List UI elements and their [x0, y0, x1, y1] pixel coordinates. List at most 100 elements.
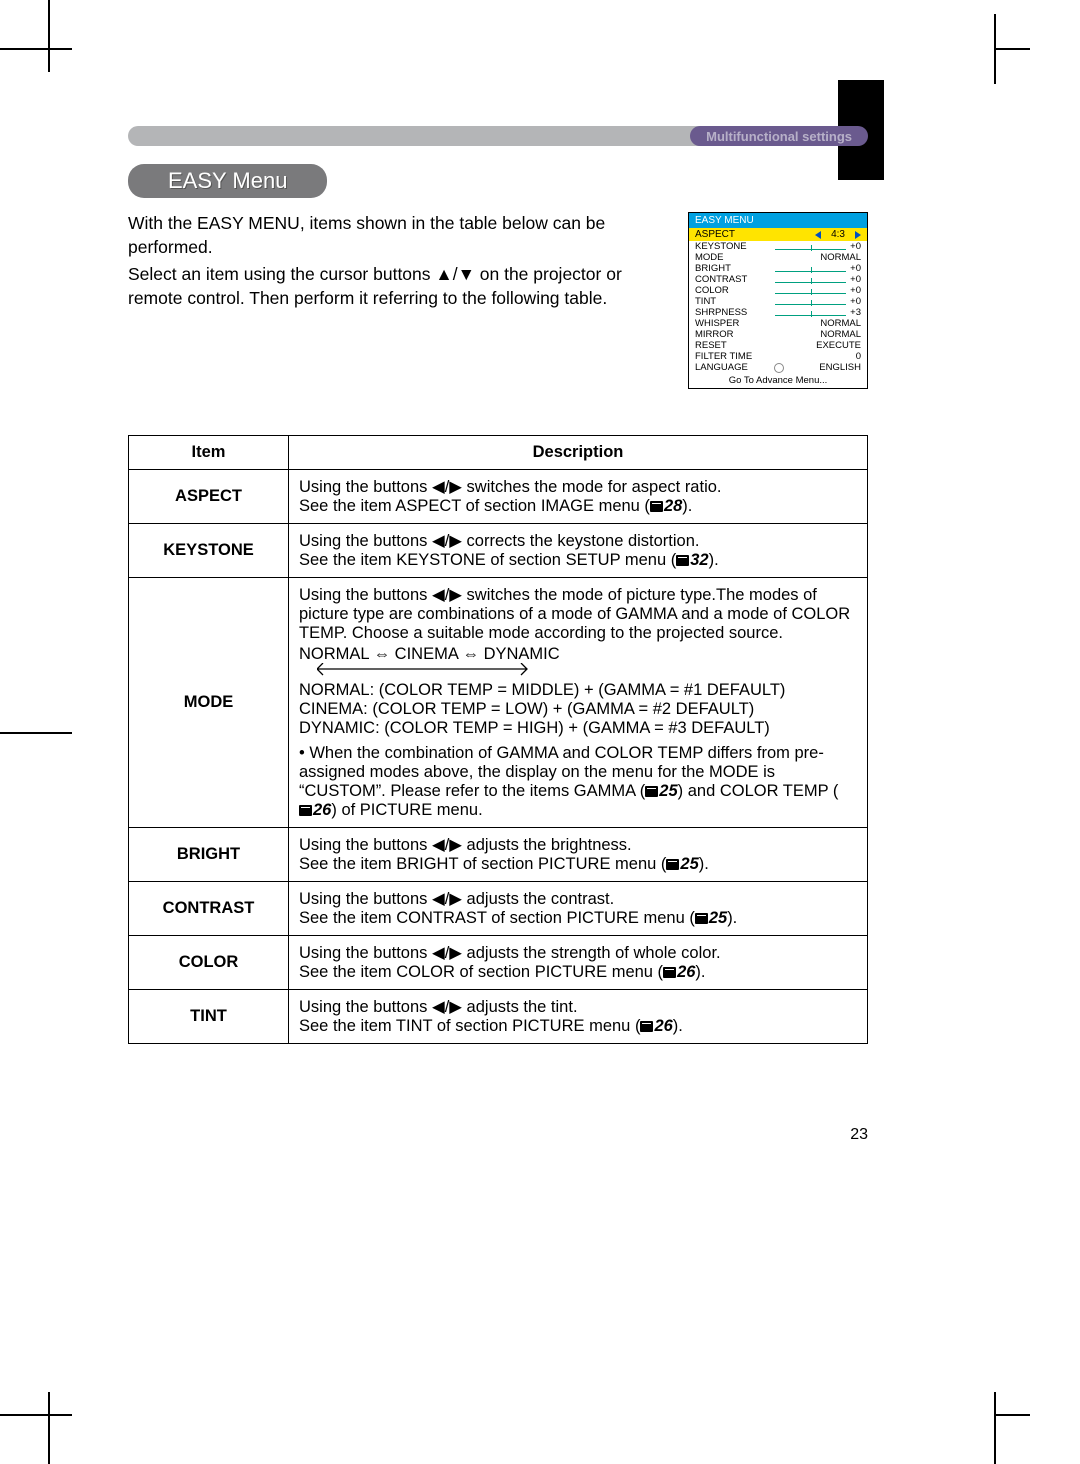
title-pill: EASY Menu — [128, 164, 327, 198]
intro-paragraph-1: With the EASY MENU, items shown in the t… — [128, 212, 674, 259]
osd-screenshot: EASY MENU ASPECT 4:3 KEYSTONE +0 MODE NORMA… — [688, 212, 868, 389]
osd-row-label: MODE — [695, 252, 771, 263]
table-desc-cell: Using the buttons ◀/▶ adjusts the bright… — [289, 828, 868, 882]
crop-mark — [994, 14, 996, 84]
table-desc-cell: Using the buttons ◀/▶ switches the mode … — [289, 470, 868, 524]
page-content: Multifunctional settings EASY Menu With … — [128, 120, 868, 1044]
book-icon — [663, 967, 676, 978]
osd-highlight-row: ASPECT 4:3 — [689, 228, 867, 241]
table-row: COLORUsing the buttons ◀/▶ adjusts the s… — [129, 936, 868, 990]
osd-row-label: CONTRAST — [695, 274, 771, 285]
osd-row-label: KEYSTONE — [695, 241, 771, 252]
table-item-cell: KEYSTONE — [129, 524, 289, 578]
table-item-cell: CONTRAST — [129, 882, 289, 936]
osd-row-label: RESET — [695, 340, 771, 351]
osd-right-arrow-icon — [855, 231, 861, 239]
table-desc-cell: Using the buttons ◀/▶ adjusts the contra… — [289, 882, 868, 936]
osd-hl-label: ASPECT — [695, 229, 763, 240]
crop-mark — [994, 1414, 1030, 1416]
osd-row-value: +0 — [850, 285, 861, 296]
osd-row-label: SHRPNESS — [695, 307, 771, 318]
intro-paragraph-2: Select an item using the cursor buttons … — [128, 263, 674, 310]
osd-row-label: COLOR — [695, 285, 771, 296]
table-desc-cell: Using the buttons ◀/▶ adjusts the streng… — [289, 936, 868, 990]
table-desc-cell: Using the buttons ◀/▶ switches the mode … — [289, 578, 868, 828]
header-section-pill: Multifunctional settings — [690, 126, 868, 146]
page-number: 23 — [850, 1126, 868, 1144]
osd-title: EASY MENU — [689, 213, 867, 228]
osd-slider-bar — [775, 243, 846, 251]
table-desc-cell: Using the buttons ◀/▶ corrects the keyst… — [289, 524, 868, 578]
osd-row-label: MIRROR — [695, 329, 771, 340]
table-item-cell: MODE — [129, 578, 289, 828]
page-title: EASY Menu — [168, 168, 287, 193]
osd-row-value: +3 — [850, 307, 861, 318]
book-icon — [676, 555, 689, 566]
osd-row-label: FILTER TIME — [695, 351, 771, 362]
osd-row: FILTER TIME 0 — [689, 351, 867, 362]
osd-slider-bar — [775, 298, 846, 306]
crop-mark — [48, 0, 50, 72]
osd-row-value: +0 — [850, 296, 861, 307]
table-row: CONTRASTUsing the buttons ◀/▶ adjusts th… — [129, 882, 868, 936]
osd-hl-value: 4:3 — [831, 229, 845, 240]
globe-icon — [774, 363, 784, 373]
osd-row-value: EXECUTE — [816, 340, 861, 351]
table-header-desc: Description — [289, 436, 868, 470]
osd-row-label: TINT — [695, 296, 771, 307]
table-desc-cell: Using the buttons ◀/▶ adjusts the tint.S… — [289, 990, 868, 1044]
book-icon — [666, 859, 679, 870]
book-icon — [640, 1021, 653, 1032]
table-header-item: Item — [129, 436, 289, 470]
table-item-cell: TINT — [129, 990, 289, 1044]
osd-row-value: ENGLISH — [819, 362, 861, 373]
osd-row: TINT +0 — [689, 296, 867, 307]
table-item-cell: ASPECT — [129, 470, 289, 524]
osd-left-arrow-icon — [815, 231, 821, 239]
header-bar: Multifunctional settings — [128, 120, 868, 146]
osd-slider-bar — [775, 287, 846, 295]
osd-row-value: +0 — [850, 274, 861, 285]
osd-row-value: NORMAL — [820, 318, 861, 329]
table-item-cell: COLOR — [129, 936, 289, 990]
osd-row-value: NORMAL — [820, 329, 861, 340]
osd-row: LANGUAGE ENGLISH — [689, 362, 867, 373]
table-row: ASPECTUsing the buttons ◀/▶ switches the… — [129, 470, 868, 524]
table-row: MODEUsing the buttons ◀/▶ switches the m… — [129, 578, 868, 828]
osd-row-label: BRIGHT — [695, 263, 771, 274]
osd-row-label: WHISPER — [695, 318, 771, 329]
crop-mark — [48, 1392, 50, 1464]
table-item-cell: BRIGHT — [129, 828, 289, 882]
crop-mark — [0, 732, 72, 734]
book-icon — [645, 786, 658, 797]
crop-mark — [994, 48, 1030, 50]
osd-row: BRIGHT +0 — [689, 263, 867, 274]
osd-row-value: 0 — [856, 351, 861, 362]
osd-row-value: +0 — [850, 241, 861, 252]
book-icon — [650, 501, 663, 512]
intro-text: With the EASY MENU, items shown in the t… — [128, 212, 674, 389]
osd-row: MIRROR NORMAL — [689, 329, 867, 340]
osd-row-value: +0 — [850, 263, 861, 274]
section-label: Multifunctional settings — [706, 129, 852, 144]
osd-row-label: LANGUAGE — [695, 362, 771, 373]
osd-row: COLOR +0 — [689, 285, 867, 296]
osd-slider-bar — [775, 309, 846, 317]
table-row: TINTUsing the buttons ◀/▶ adjusts the ti… — [129, 990, 868, 1044]
osd-row: KEYSTONE +0 — [689, 241, 867, 252]
osd-footer: Go To Advance Menu... — [689, 373, 867, 388]
osd-row: SHRPNESS +3 — [689, 307, 867, 318]
osd-row: CONTRAST +0 — [689, 274, 867, 285]
crop-mark — [994, 1392, 996, 1464]
osd-row-value: NORMAL — [820, 252, 861, 263]
table-row: BRIGHTUsing the buttons ◀/▶ adjusts the … — [129, 828, 868, 882]
crop-mark — [0, 48, 72, 50]
book-icon — [299, 805, 312, 816]
osd-slider-bar — [775, 276, 846, 284]
osd-row: WHISPER NORMAL — [689, 318, 867, 329]
osd-slider-bar — [775, 265, 846, 273]
osd-row: MODE NORMAL — [689, 252, 867, 263]
crop-mark — [0, 1414, 72, 1416]
book-icon — [695, 913, 708, 924]
description-table: Item Description ASPECTUsing the buttons… — [128, 435, 868, 1044]
